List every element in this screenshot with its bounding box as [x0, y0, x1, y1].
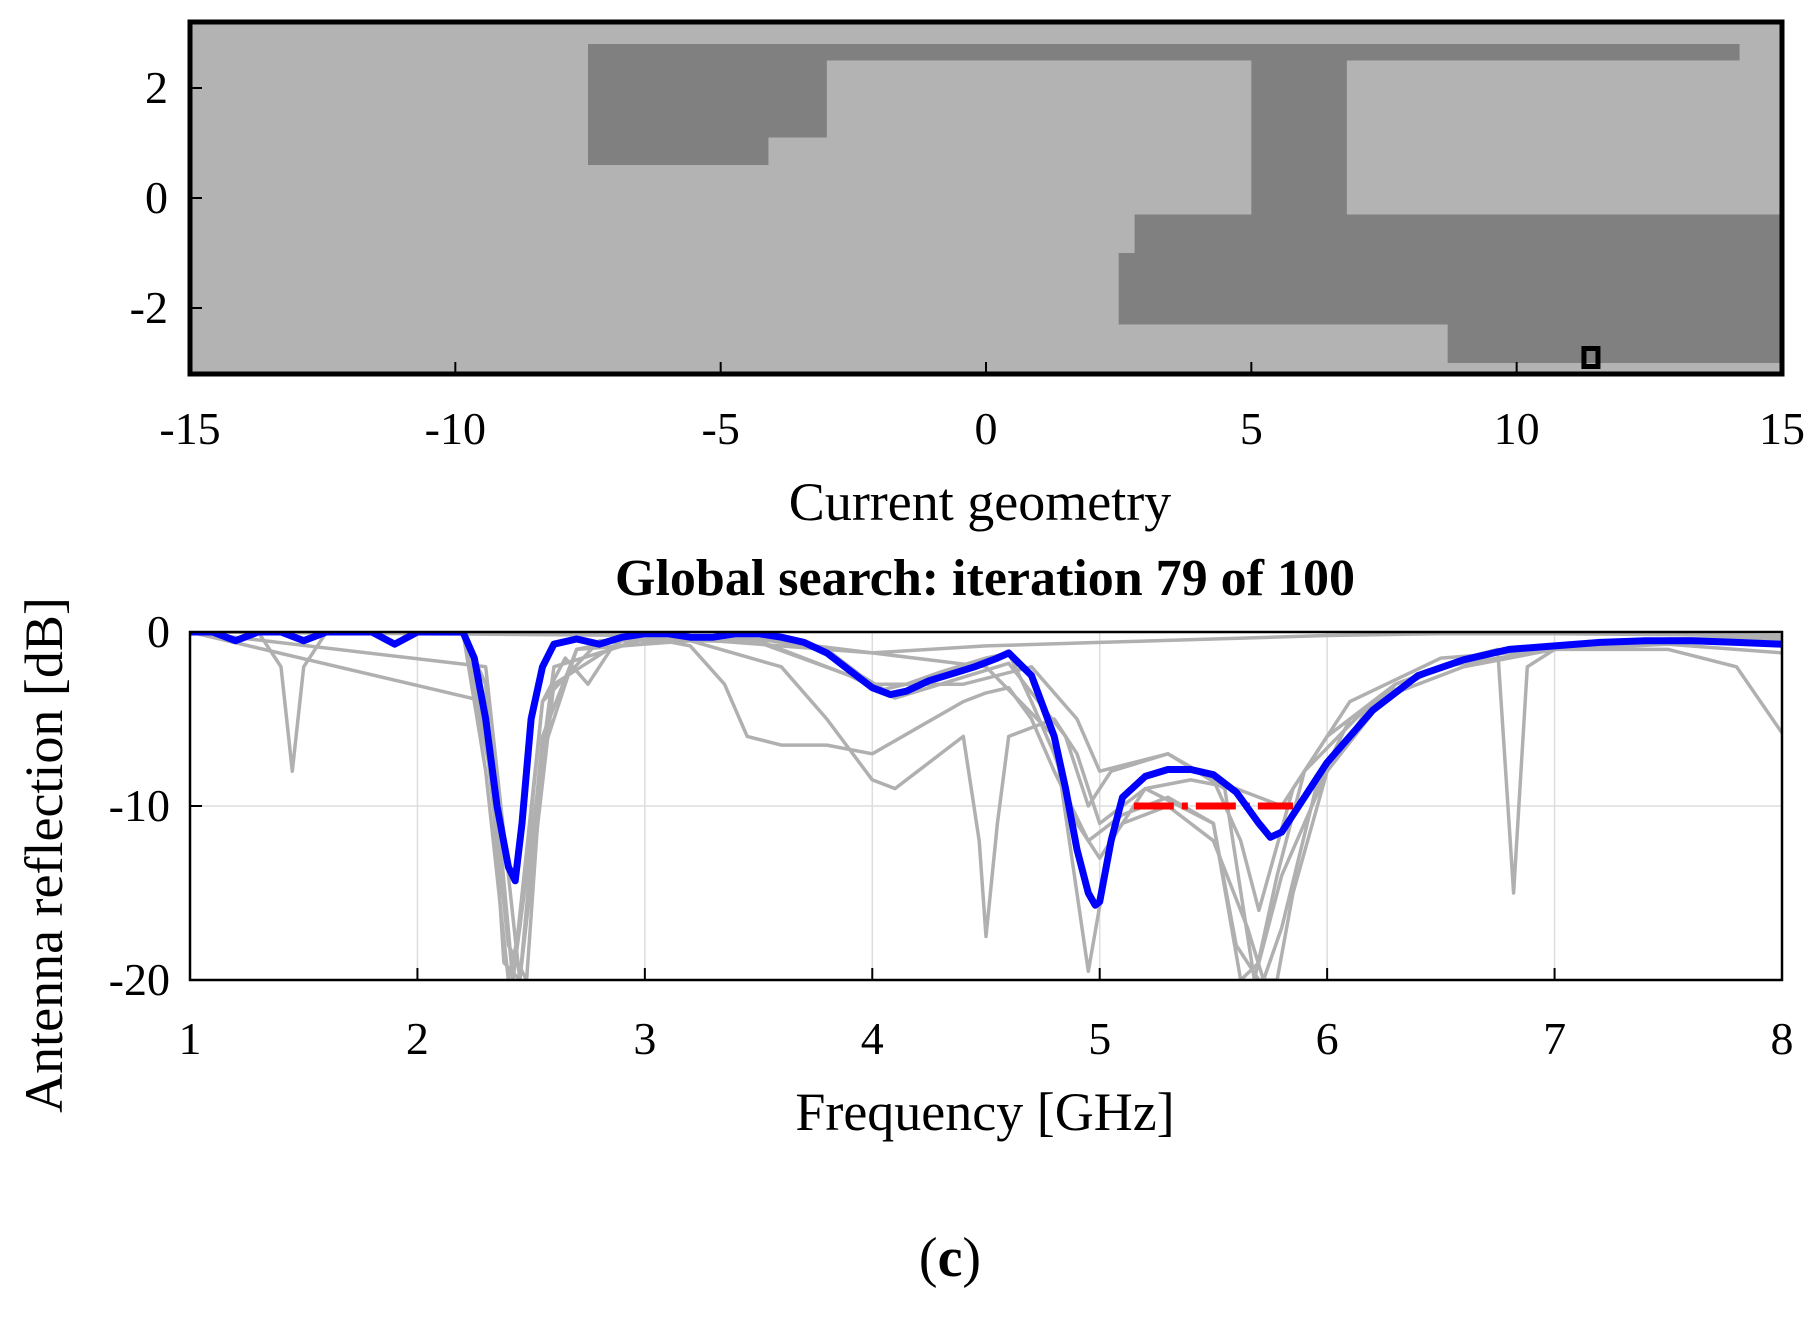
reflection-tick-label: 0 [147, 606, 170, 657]
geometry-x-tick-label: -10 [425, 403, 486, 454]
reflection-tick-label: -10 [109, 780, 170, 831]
frequency-tick-label: 1 [179, 1013, 202, 1064]
frequency-tick-label: 2 [406, 1013, 429, 1064]
frequency-x-label: Frequency [GHz] [795, 1082, 1174, 1142]
frequency-tick-label: 5 [1088, 1013, 1111, 1064]
frequency-tick-label: 4 [861, 1013, 884, 1064]
series-group [190, 632, 1782, 980]
geometry-y-tick-label: -2 [130, 282, 168, 333]
geometry-x-tick-label: 5 [1240, 403, 1263, 454]
metal-region-4 [1134, 214, 1782, 253]
geometry-x-tick-label: 10 [1494, 403, 1540, 454]
caption-letter: c [938, 1227, 963, 1289]
caption-open: ( [919, 1227, 938, 1289]
metal-region-5 [1118, 253, 1782, 325]
geometry-x-label: Current geometry [789, 472, 1171, 532]
frequency-tick-label: 6 [1316, 1013, 1339, 1064]
reflection-panel: 1 2 3 4 5 6 7 8 0 -10 -20 [109, 606, 1794, 1064]
caption-close: ) [962, 1227, 981, 1289]
reflection-y-label: Antenna reflection [dB] [14, 597, 74, 1113]
frequency-tick-label: 7 [1543, 1013, 1566, 1064]
geometry-x-tick-label: -5 [702, 403, 740, 454]
geometry-y-tick-label: 0 [145, 172, 168, 223]
geometry-y-tick-label: 2 [145, 62, 168, 113]
history-curve-7 [190, 632, 1782, 980]
metal-region-2 [588, 137, 769, 165]
history-curve-3 [190, 632, 1782, 980]
chart-title: Global search: iteration 79 of 100 [615, 550, 1355, 607]
geometry-x-tick-label: -15 [159, 403, 220, 454]
feed-point [1581, 346, 1601, 369]
geometry-x-tick-label: 0 [975, 403, 998, 454]
figure-caption: (c) [919, 1227, 981, 1289]
history-curve-1 [190, 632, 1782, 980]
frequency-tick-label: 3 [633, 1013, 656, 1064]
metal-region-1 [588, 60, 827, 138]
metal-region-0 [588, 44, 1740, 61]
metal-region-3 [1251, 60, 1347, 215]
metal-region-6 [1447, 324, 1782, 363]
history-curve-6 [190, 632, 1782, 655]
geometry-x-tick-label: 15 [1759, 403, 1805, 454]
reflection-tick-label: -20 [109, 954, 170, 1005]
history-curve-5 [190, 632, 1782, 980]
frequency-tick-label: 8 [1771, 1013, 1794, 1064]
current-response-curve [190, 632, 1782, 909]
